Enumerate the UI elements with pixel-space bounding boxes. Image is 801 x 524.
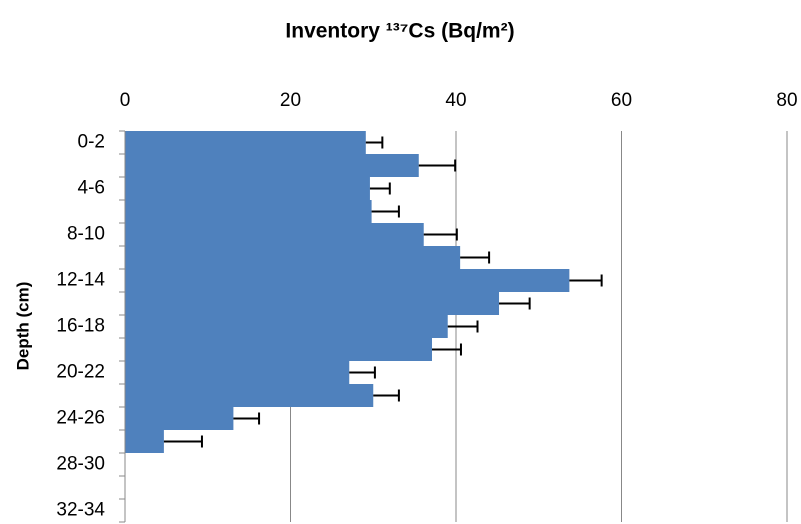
bar [125, 269, 570, 292]
bar [125, 315, 448, 338]
bar [125, 430, 164, 453]
error-bar [373, 389, 400, 402]
error-bar [447, 320, 479, 333]
bar [125, 131, 366, 154]
bar [125, 200, 372, 223]
y-tick-label: 20-22 [56, 362, 105, 383]
y-tick-label: 28-30 [56, 454, 105, 475]
x-tick-label: 60 [611, 90, 632, 111]
y-tick-label: 0-2 [78, 132, 105, 153]
error-bar [432, 343, 462, 356]
error-bar [365, 136, 384, 149]
bar [125, 292, 500, 315]
bar [125, 338, 433, 361]
bar [125, 407, 234, 430]
x-tick-label: 80 [776, 90, 797, 111]
chart-title: Inventory ¹³⁷Cs (Bq/m²) [285, 20, 514, 43]
bar [125, 154, 419, 177]
y-tick-label: 16-18 [56, 316, 105, 337]
error-bar [371, 205, 400, 218]
x-tick-label: 40 [445, 90, 466, 111]
y-axis-title: Depth (cm) [13, 282, 32, 371]
y-tick-label: 12-14 [56, 270, 105, 291]
bar [125, 223, 424, 246]
bar [125, 361, 350, 384]
error-bar [418, 159, 457, 172]
x-tick-label: 0 [120, 90, 131, 111]
y-tick-label: 24-26 [56, 408, 105, 429]
error-bar [369, 182, 391, 195]
error-bar [233, 412, 261, 425]
x-tick-label: 20 [280, 90, 301, 111]
error-bar [423, 228, 458, 241]
error-bar [349, 366, 376, 379]
error-bar [163, 435, 203, 448]
error-bar [460, 251, 491, 264]
bar [125, 384, 374, 407]
bar [125, 177, 370, 200]
y-tick-label: 32-34 [56, 500, 105, 521]
y-tick-label: 4-6 [78, 178, 105, 199]
y-tick-label: 8-10 [67, 224, 105, 245]
bar [125, 246, 461, 269]
error-bar [569, 274, 603, 287]
error-bar [499, 297, 531, 310]
